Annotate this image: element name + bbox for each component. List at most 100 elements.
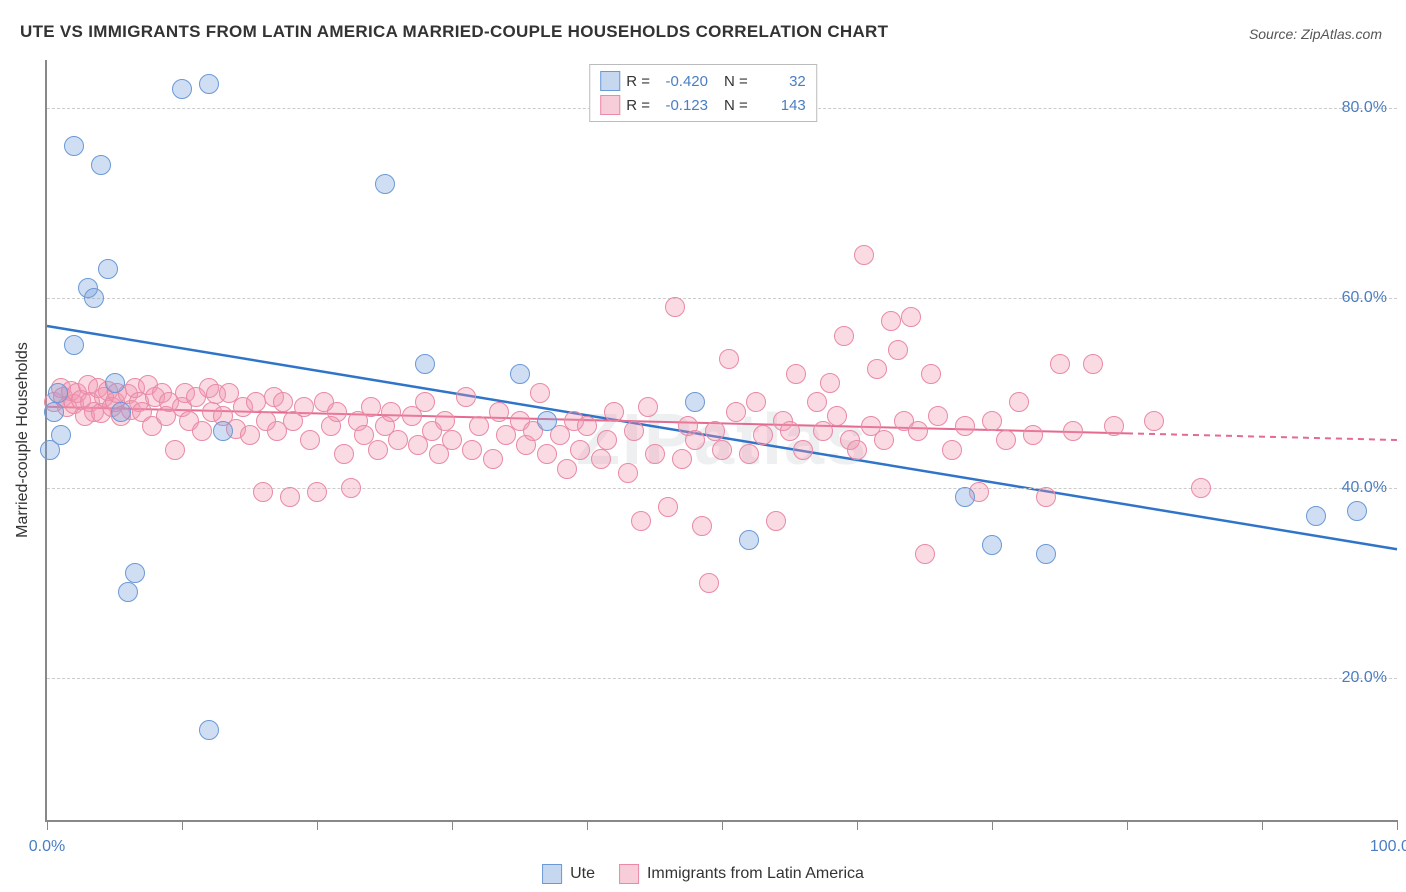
data-point-ute (982, 535, 1002, 555)
data-point-immigrants (726, 402, 746, 422)
x-tick-label: 0.0% (29, 838, 65, 856)
data-point-immigrants (442, 430, 462, 450)
data-point-ute (415, 354, 435, 374)
data-point-immigrants (854, 245, 874, 265)
data-point-ute (118, 582, 138, 602)
x-tick (992, 820, 993, 830)
legend-r-value-ute: -0.420 (656, 73, 708, 90)
data-point-immigrants (901, 307, 921, 327)
data-point-immigrants (483, 449, 503, 469)
y-tick-label: 40.0% (1342, 479, 1387, 497)
data-point-immigrants (631, 511, 651, 531)
data-point-ute (48, 383, 68, 403)
data-point-ute (537, 411, 557, 431)
data-point-ute (172, 79, 192, 99)
data-point-immigrants (658, 497, 678, 517)
data-point-immigrants (530, 383, 550, 403)
data-point-immigrants (820, 373, 840, 393)
data-point-immigrants (1050, 354, 1070, 374)
data-point-immigrants (786, 364, 806, 384)
data-point-immigrants (672, 449, 692, 469)
legend-n-label: N = (724, 97, 748, 114)
data-point-immigrants (739, 444, 759, 464)
data-point-immigrants (1104, 416, 1124, 436)
legend-label-ute: Ute (570, 865, 595, 883)
data-point-immigrants (192, 421, 212, 441)
data-point-immigrants (942, 440, 962, 460)
legend-swatch-immigrants (600, 95, 620, 115)
y-axis-label: Married-couple Households (14, 342, 32, 538)
data-point-immigrants (273, 392, 293, 412)
legend-r-value-immigrants: -0.123 (656, 97, 708, 114)
source-attribution: Source: ZipAtlas.com (1249, 26, 1382, 42)
legend-swatch-immigrants (619, 864, 639, 884)
data-point-immigrants (570, 440, 590, 460)
data-point-immigrants (881, 311, 901, 331)
x-tick (722, 820, 723, 830)
data-point-ute (199, 720, 219, 740)
data-point-immigrants (753, 425, 773, 445)
x-tick (452, 820, 453, 830)
data-point-immigrants (827, 406, 847, 426)
data-point-immigrants (456, 387, 476, 407)
legend-row-ute: R =-0.420N =32 (600, 69, 806, 93)
data-point-immigrants (368, 440, 388, 460)
data-point-immigrants (746, 392, 766, 412)
legend-n-value-ute: 32 (754, 73, 806, 90)
data-point-immigrants (793, 440, 813, 460)
data-point-immigrants (388, 430, 408, 450)
data-point-immigrants (807, 392, 827, 412)
data-point-ute (213, 421, 233, 441)
gridline (47, 298, 1397, 299)
chart-title: UTE VS IMMIGRANTS FROM LATIN AMERICA MAR… (20, 22, 888, 42)
data-point-ute (375, 174, 395, 194)
data-point-ute (955, 487, 975, 507)
data-point-immigrants (915, 544, 935, 564)
data-point-immigrants (462, 440, 482, 460)
data-point-immigrants (469, 416, 489, 436)
data-point-ute (199, 74, 219, 94)
data-point-immigrants (719, 349, 739, 369)
x-tick (1127, 820, 1128, 830)
legend-item-ute: Ute (542, 864, 595, 884)
y-tick-label: 60.0% (1342, 289, 1387, 307)
data-point-immigrants (577, 416, 597, 436)
data-point-immigrants (867, 359, 887, 379)
data-point-immigrants (381, 402, 401, 422)
data-point-immigrants (557, 459, 577, 479)
data-point-immigrants (341, 478, 361, 498)
data-point-immigrants (888, 340, 908, 360)
data-point-immigrants (1036, 487, 1056, 507)
data-point-immigrants (921, 364, 941, 384)
data-point-immigrants (955, 416, 975, 436)
data-point-immigrants (699, 573, 719, 593)
data-point-immigrants (766, 511, 786, 531)
data-point-immigrants (1083, 354, 1103, 374)
data-point-ute (125, 563, 145, 583)
legend-r-label: R = (626, 97, 650, 114)
x-tick (47, 820, 48, 830)
regression-line-immigrants-dashed (1127, 433, 1397, 440)
x-tick (857, 820, 858, 830)
series-legend: Ute Immigrants from Latin America (542, 864, 864, 884)
gridline (47, 678, 1397, 679)
y-tick-label: 80.0% (1342, 99, 1387, 117)
data-point-ute (1036, 544, 1056, 564)
data-point-immigrants (874, 430, 894, 450)
data-point-immigrants (1009, 392, 1029, 412)
data-point-immigrants (638, 397, 658, 417)
data-point-immigrants (435, 411, 455, 431)
data-point-ute (64, 335, 84, 355)
x-tick (587, 820, 588, 830)
data-point-immigrants (489, 402, 509, 422)
data-point-ute (1306, 506, 1326, 526)
data-point-ute (44, 402, 64, 422)
legend-swatch-ute (600, 71, 620, 91)
data-point-immigrants (165, 440, 185, 460)
data-point-immigrants (300, 430, 320, 450)
correlation-legend: R =-0.420N =32R =-0.123N =143 (589, 64, 817, 122)
data-point-immigrants (780, 421, 800, 441)
data-point-ute (105, 373, 125, 393)
data-point-immigrants (982, 411, 1002, 431)
legend-label-immigrants: Immigrants from Latin America (647, 865, 864, 883)
